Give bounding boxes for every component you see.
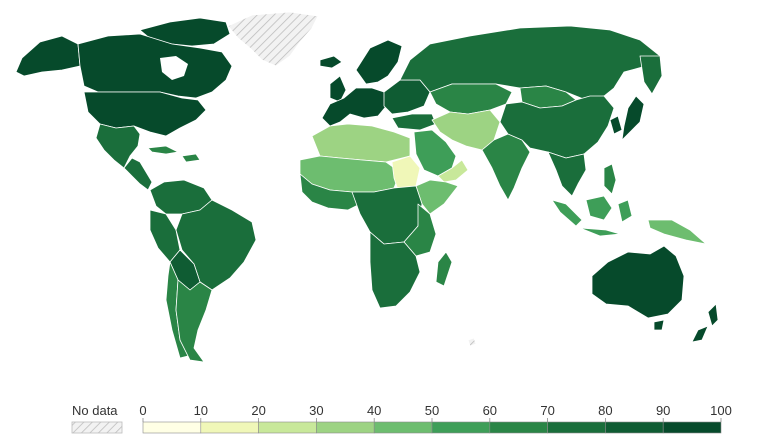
legend-no-data-label: No data	[72, 403, 118, 418]
legend-tick-label: 10	[194, 403, 208, 418]
country-alaska	[15, 35, 81, 77]
legend-swatch	[547, 421, 606, 434]
legend: No data 0 10 20 30 40 50 60 70 80 90 100	[71, 403, 732, 434]
country-brazil	[175, 199, 257, 291]
country-tasmania	[653, 319, 665, 331]
country-argentina	[175, 279, 213, 363]
legend-max-label: 100	[710, 403, 732, 418]
legend-swatch	[316, 421, 375, 434]
country-united-kingdom	[329, 75, 347, 103]
country-small-islands	[467, 337, 477, 347]
country-new-guinea	[647, 219, 707, 245]
legend-swatch	[142, 421, 202, 434]
country-indonesia-sumatra	[551, 199, 583, 227]
country-southern-africa	[369, 231, 421, 309]
legend-no-data-swatch	[71, 421, 123, 434]
country-southeast-asia	[547, 151, 587, 197]
legend-tick-label: 20	[251, 403, 265, 418]
legend-tick-label: 90	[656, 403, 670, 418]
country-sudan	[391, 155, 421, 191]
legend-swatch	[431, 421, 491, 434]
legend-tick-label: 50	[425, 403, 439, 418]
country-korea	[609, 115, 623, 135]
country-japan	[621, 95, 645, 141]
country-peru	[149, 209, 181, 263]
country-philippines	[603, 163, 617, 195]
legend-tick-label: 70	[540, 403, 554, 418]
country-australia	[591, 245, 685, 319]
country-cuba	[147, 145, 179, 155]
country-mexico	[95, 123, 141, 169]
country-indonesia-java	[579, 227, 621, 237]
legend-swatch	[489, 421, 548, 434]
legend-tick-label: 80	[598, 403, 612, 418]
country-indonesia-borneo	[585, 195, 613, 221]
country-canada	[77, 33, 233, 99]
legend-swatch	[662, 421, 722, 434]
country-scandinavia	[355, 39, 403, 85]
country-iceland	[319, 55, 343, 69]
legend-tick-label: 60	[483, 403, 497, 418]
country-ethiopia-somalia	[415, 179, 459, 215]
legend-swatch	[605, 421, 664, 434]
country-china	[499, 95, 615, 159]
country-madagascar	[435, 251, 453, 287]
legend-swatch	[373, 421, 433, 434]
country-india	[481, 133, 531, 201]
world-map	[15, 11, 719, 363]
country-central-america	[123, 157, 153, 191]
country-eastern-europe	[383, 79, 431, 115]
country-hispaniola	[181, 153, 201, 163]
country-russia-kamchatka	[639, 55, 663, 95]
country-west-africa	[299, 173, 361, 211]
country-turkey	[391, 113, 437, 131]
country-east-africa	[403, 203, 437, 257]
legend-swatch	[258, 421, 317, 434]
legend-tick-label: 30	[309, 403, 323, 418]
legend-swatch	[200, 421, 259, 434]
country-kazakhstan	[429, 83, 513, 115]
legend-scale: 0 10 20 30 40 50 60 70 80 90 100	[139, 403, 732, 434]
country-greenland	[227, 11, 319, 67]
legend-tick-label: 0	[139, 403, 146, 418]
legend-tick-label: 40	[367, 403, 381, 418]
country-new-zealand	[691, 303, 719, 343]
hudson-bay	[160, 56, 188, 80]
country-indonesia-sulawesi	[617, 199, 633, 223]
